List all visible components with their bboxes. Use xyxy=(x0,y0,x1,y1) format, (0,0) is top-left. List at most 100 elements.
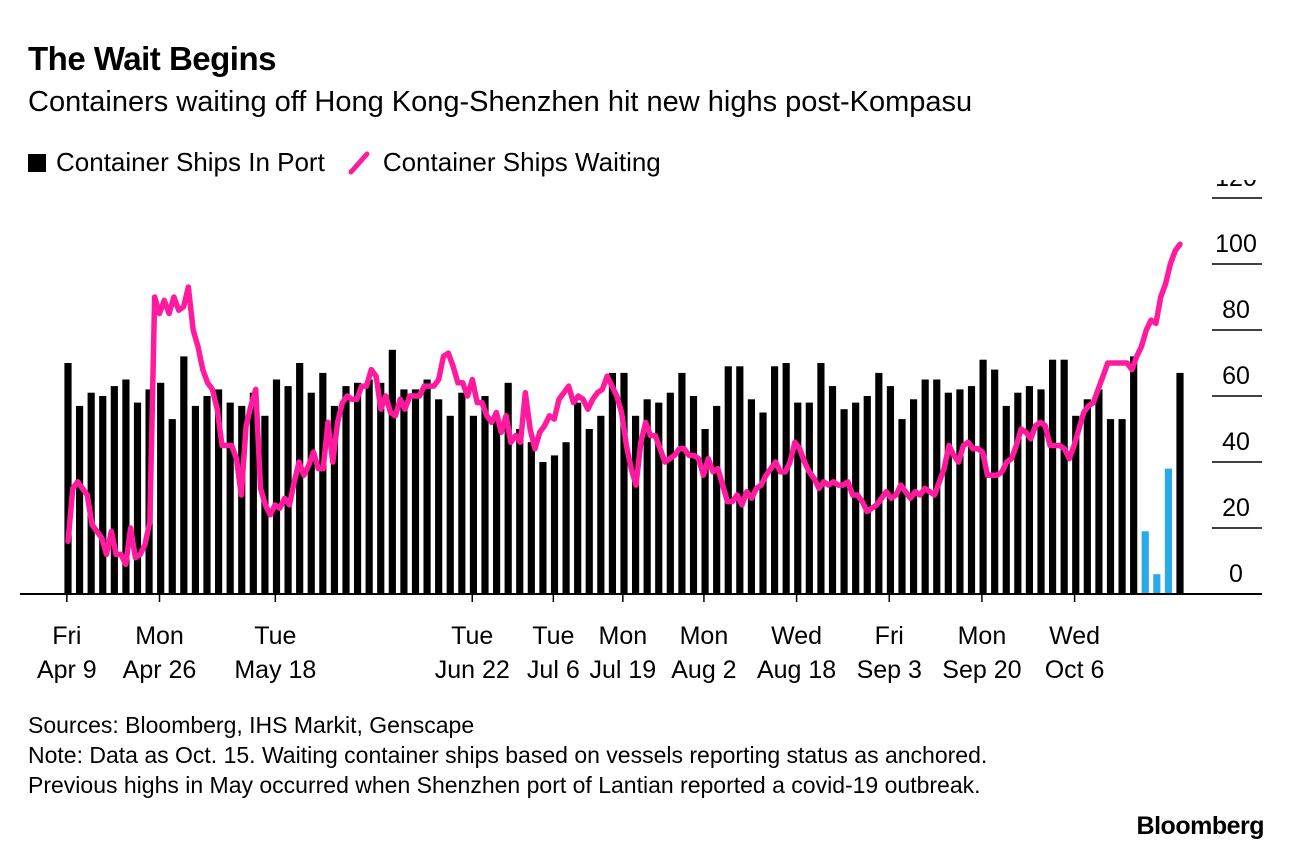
bar xyxy=(238,405,246,594)
x-tick-date: Aug 18 xyxy=(757,656,836,684)
bar xyxy=(133,402,142,594)
y-tick-label: 60 xyxy=(1222,362,1250,390)
bar xyxy=(492,415,501,594)
bar xyxy=(666,392,674,594)
bar xyxy=(1176,372,1184,594)
bar xyxy=(330,405,339,594)
bar xyxy=(1014,392,1022,594)
bar xyxy=(411,389,420,594)
bar xyxy=(110,386,118,594)
x-tick-date: May 18 xyxy=(234,656,316,684)
x-tick-day: Tue xyxy=(254,622,296,650)
bar xyxy=(1072,415,1080,594)
bar xyxy=(608,372,617,594)
y-tick-label: 120 xyxy=(1215,180,1257,192)
bar xyxy=(249,392,257,594)
bar xyxy=(469,415,478,594)
bar xyxy=(1002,405,1010,594)
x-tick-day: Mon xyxy=(958,622,1007,650)
bar xyxy=(1106,419,1115,594)
bar xyxy=(736,366,744,594)
bar xyxy=(1153,574,1161,594)
bar xyxy=(898,419,906,594)
bar xyxy=(307,392,315,594)
bar xyxy=(875,372,883,594)
bar xyxy=(1048,359,1057,594)
x-tick-day: Mon xyxy=(680,622,729,650)
bar xyxy=(713,405,721,594)
bar xyxy=(1164,468,1173,594)
bar xyxy=(400,389,408,594)
y-tick-label: 40 xyxy=(1222,428,1250,456)
bar xyxy=(435,399,443,594)
bar xyxy=(701,429,709,594)
bar xyxy=(539,462,547,594)
bar xyxy=(377,382,385,594)
legend-item-line: Container Ships Waiting xyxy=(347,147,661,178)
x-axis: Fri Apr 9 Mon Apr 26 Tue May 18 Tue Jun 22 Tue Ju… xyxy=(20,593,1262,684)
bar xyxy=(446,415,454,594)
bar xyxy=(967,386,976,594)
bar xyxy=(296,363,304,594)
note-text: Note: Data as Oct. 15. Waiting container… xyxy=(28,742,988,798)
bar xyxy=(353,382,362,594)
bar xyxy=(516,429,524,594)
bloomberg-logo: Bloomberg xyxy=(1136,812,1265,840)
x-tick-date: Oct 6 xyxy=(1045,656,1105,684)
bar xyxy=(388,349,396,594)
bar xyxy=(724,366,732,594)
bar xyxy=(1118,419,1126,594)
bar xyxy=(64,363,72,594)
x-tick-date: Sep 3 xyxy=(857,656,922,684)
bar xyxy=(782,363,790,594)
x-tick-date: Jul 6 xyxy=(527,656,580,684)
bar xyxy=(956,389,964,594)
x-tick-date: Apr 9 xyxy=(37,656,97,684)
x-tick-day: Wed xyxy=(1049,622,1100,650)
x-tick-date: Apr 26 xyxy=(123,656,197,684)
bar xyxy=(342,386,350,594)
bars-group xyxy=(64,349,1184,594)
bar xyxy=(770,366,779,594)
bar xyxy=(794,402,802,594)
bar xyxy=(574,402,582,594)
bar xyxy=(1025,386,1034,594)
bar xyxy=(272,379,281,594)
bar xyxy=(458,392,466,594)
bar xyxy=(655,402,663,594)
bar xyxy=(643,399,651,594)
bar xyxy=(689,396,698,594)
bar xyxy=(214,389,223,594)
bar xyxy=(620,372,628,594)
x-tick-date: Jul 19 xyxy=(589,656,656,684)
bar xyxy=(99,396,107,594)
chart-subtitle: Containers waiting off Hong Kong-Shenzhe… xyxy=(28,86,973,118)
bar xyxy=(759,412,767,594)
bar xyxy=(122,379,130,594)
legend-line-label: Container Ships Waiting xyxy=(382,147,661,177)
bar xyxy=(180,356,188,594)
chart-title: The Wait Begins xyxy=(28,40,276,77)
bar xyxy=(828,386,837,594)
bar xyxy=(527,442,535,594)
x-tick-day: Fri xyxy=(52,622,81,650)
bar xyxy=(550,455,559,594)
bar xyxy=(75,405,84,594)
grid-lines xyxy=(1212,197,1262,529)
line-swatch-icon xyxy=(348,151,370,174)
bar xyxy=(191,405,200,594)
x-tick-day: Fri xyxy=(875,622,904,650)
chart-area: 0 20 40 60 80 100 120 Fri Apr 9 Mon Apr 26 Tue May … xyxy=(20,180,1262,684)
bar xyxy=(805,402,813,594)
sources-text: Sources: Bloomberg, IHS Markit, Genscape xyxy=(28,712,475,738)
legend-bars-label: Container Ships In Port xyxy=(56,147,325,177)
bar xyxy=(1037,389,1045,594)
bar xyxy=(319,372,327,594)
line-group xyxy=(65,241,1183,568)
x-tick-day: Tue xyxy=(532,622,574,650)
bar xyxy=(991,369,999,594)
legend: Container Ships In Port Container Ships … xyxy=(28,147,683,178)
x-tick-day: Tue xyxy=(451,622,493,650)
bar xyxy=(979,359,987,594)
x-tick-date: Sep 20 xyxy=(942,656,1021,684)
